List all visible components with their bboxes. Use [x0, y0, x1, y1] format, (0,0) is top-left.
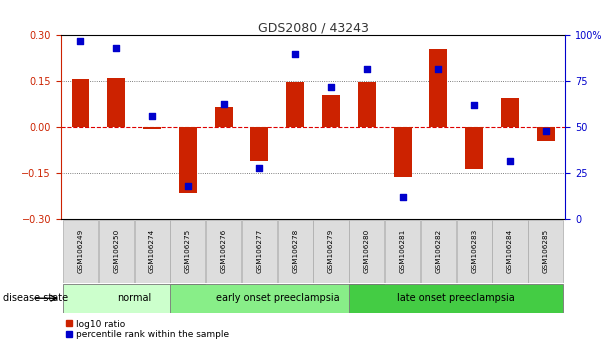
Bar — [358, 82, 376, 127]
Bar — [108, 78, 125, 127]
FancyBboxPatch shape — [528, 220, 563, 282]
FancyBboxPatch shape — [385, 220, 420, 282]
Bar — [215, 108, 233, 127]
Point — [398, 195, 407, 200]
Bar — [322, 95, 340, 127]
Text: GSM106249: GSM106249 — [77, 229, 83, 273]
Text: GSM106274: GSM106274 — [149, 229, 155, 273]
Text: early onset preeclampsia: early onset preeclampsia — [215, 293, 339, 303]
FancyBboxPatch shape — [314, 220, 348, 282]
Text: GSM106285: GSM106285 — [543, 229, 549, 273]
FancyBboxPatch shape — [242, 220, 277, 282]
Text: GSM106279: GSM106279 — [328, 229, 334, 273]
Point — [75, 38, 85, 44]
FancyBboxPatch shape — [206, 220, 241, 282]
Bar — [143, 127, 161, 129]
FancyBboxPatch shape — [170, 220, 206, 282]
Bar — [501, 98, 519, 127]
Text: late onset preeclampsia: late onset preeclampsia — [398, 293, 515, 303]
Point — [219, 101, 229, 106]
FancyBboxPatch shape — [492, 220, 528, 282]
Legend: log10 ratio, percentile rank within the sample: log10 ratio, percentile rank within the … — [65, 320, 229, 339]
Text: GSM106282: GSM106282 — [435, 229, 441, 273]
Point — [469, 103, 479, 108]
FancyBboxPatch shape — [63, 284, 206, 313]
FancyBboxPatch shape — [278, 220, 313, 282]
Text: GSM106283: GSM106283 — [471, 229, 477, 273]
FancyBboxPatch shape — [349, 284, 563, 313]
Text: GSM106276: GSM106276 — [221, 229, 227, 273]
FancyBboxPatch shape — [170, 284, 384, 313]
Point — [434, 66, 443, 72]
Bar — [393, 127, 412, 177]
FancyBboxPatch shape — [134, 220, 170, 282]
Point — [291, 51, 300, 57]
Bar — [250, 127, 268, 161]
Point — [255, 165, 264, 171]
Bar — [72, 79, 89, 127]
Text: GSM106277: GSM106277 — [257, 229, 263, 273]
FancyBboxPatch shape — [98, 220, 134, 282]
FancyBboxPatch shape — [63, 220, 98, 282]
Text: GSM106284: GSM106284 — [507, 229, 513, 273]
Point — [147, 114, 157, 119]
FancyBboxPatch shape — [349, 220, 384, 282]
Text: GSM106250: GSM106250 — [113, 229, 119, 273]
Point — [505, 158, 515, 164]
Bar — [465, 127, 483, 169]
Bar — [537, 127, 554, 141]
Text: GSM106280: GSM106280 — [364, 229, 370, 273]
Text: GSM106278: GSM106278 — [292, 229, 299, 273]
Point — [541, 128, 551, 134]
FancyBboxPatch shape — [421, 220, 456, 282]
Bar — [429, 49, 447, 127]
Point — [111, 45, 121, 51]
Text: GSM106275: GSM106275 — [185, 229, 191, 273]
Title: GDS2080 / 43243: GDS2080 / 43243 — [258, 21, 368, 34]
Text: disease state: disease state — [3, 293, 68, 303]
FancyBboxPatch shape — [457, 220, 492, 282]
Point — [326, 84, 336, 90]
Point — [362, 66, 371, 72]
Text: GSM106281: GSM106281 — [399, 229, 406, 273]
Bar — [179, 127, 197, 193]
Bar — [286, 82, 304, 127]
Point — [183, 183, 193, 189]
Text: normal: normal — [117, 293, 151, 303]
